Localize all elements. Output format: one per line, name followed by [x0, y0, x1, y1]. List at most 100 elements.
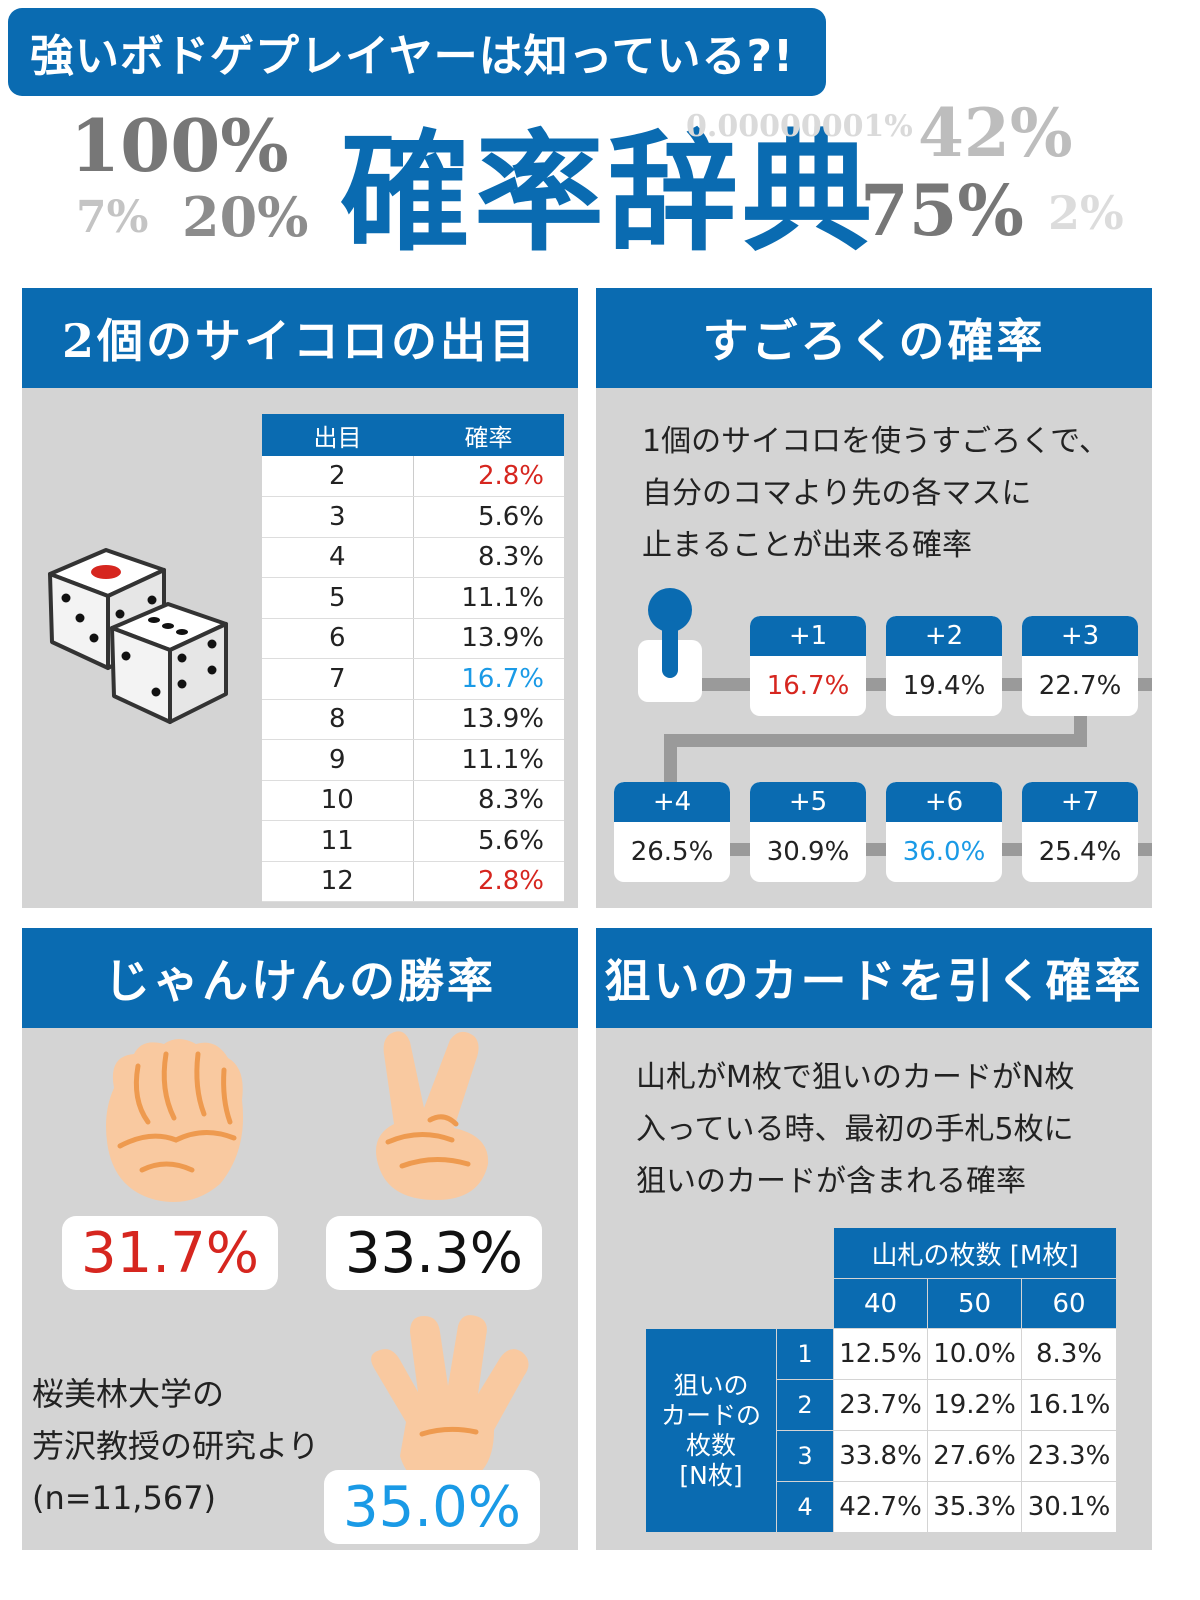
- cards-description: 山札がM枚で狙いのカードがN枚 入っている時、最初の手札5枚に 狙いのカードが含…: [636, 1052, 1074, 1208]
- credit-line: 桜美林大学の: [32, 1375, 225, 1413]
- table-row: 12 2.8%: [262, 861, 564, 902]
- col-header-deck-size: 山札の枚数 [M枚]: [834, 1228, 1116, 1278]
- square-plus-5: +5 30.9%: [750, 782, 866, 882]
- square-prob: 26.5%: [630, 837, 714, 867]
- table-row: 5 11.1%: [262, 577, 564, 619]
- desc-line: 止まることが出来る確率: [642, 528, 972, 563]
- paper-hand-icon: [371, 1315, 529, 1487]
- deco-number: 75%: [860, 169, 1024, 252]
- dice-panel-title: 2個のサイコロの出目: [22, 288, 578, 388]
- desc-line: 自分のコマより先の各マスに: [642, 476, 1032, 511]
- credit-line: 芳沢教授の研究より: [32, 1427, 320, 1465]
- value-cell: 10.0%: [928, 1329, 1021, 1379]
- card-probability-table: 山札の枚数 [M枚] 40 50 60 狙いの カードの 枚数 [N枚] 1 2…: [646, 1228, 1116, 1538]
- prob-cell: 16.7%: [413, 658, 564, 700]
- square-prob: 30.9%: [766, 837, 850, 867]
- prob-cell: 8.3%: [413, 537, 564, 578]
- value-cell: 35.3%: [928, 1482, 1021, 1532]
- value-cell: 12.5%: [834, 1329, 927, 1379]
- square-plus-7: +7 25.4%: [1022, 782, 1138, 882]
- cards-panel-title: 狙いのカードを引く確率: [596, 928, 1152, 1028]
- dice-panel: 2個のサイコロの出目: [22, 288, 578, 908]
- col-header-40: 40: [834, 1279, 927, 1328]
- value-cell: 16.1%: [1022, 1380, 1116, 1430]
- sugoroku-panel: すごろくの確率 1個のサイコロを使うすごろくで、 自分のコマより先の各マスに 止…: [596, 288, 1152, 908]
- square-plus-6: +6 36.0%: [886, 782, 1002, 882]
- path-connector: [664, 734, 1087, 747]
- deco-number: 0.00000001%: [686, 109, 913, 144]
- deco-number: 2%: [1048, 186, 1124, 240]
- table-row: 2 2.8%: [262, 456, 564, 497]
- cards-panel: 狙いのカードを引く確率 山札がM枚で狙いのカードがN枚 入っている時、最初の手札…: [596, 928, 1152, 1550]
- prob-cell: 11.1%: [413, 577, 564, 619]
- roll-cell: 11: [262, 820, 414, 862]
- desc-line: 狙いのカードが含まれる確率: [636, 1164, 1026, 1199]
- square-label: +6: [886, 782, 1002, 822]
- scissors-hand-icon: [376, 1031, 489, 1200]
- credit-line: (n=11,567): [32, 1479, 217, 1517]
- prob-cell: 13.9%: [413, 699, 564, 740]
- square-prob: 22.7%: [1038, 671, 1122, 701]
- page-title: 確率辞典: [340, 116, 877, 269]
- roll-cell: 3: [262, 496, 414, 538]
- row-header-target-count: 狙いの カードの 枚数 [N枚]: [646, 1329, 776, 1532]
- janken-panel-title: じゃんけんの勝率: [22, 928, 578, 1028]
- row-header-line: 狙いの: [673, 1370, 749, 1400]
- square-plus-3: +3 22.7%: [1022, 616, 1138, 716]
- prob-cell: 11.1%: [413, 739, 564, 781]
- square-plus-4: +4 26.5%: [614, 782, 730, 882]
- row-header-line: 枚数: [685, 1430, 736, 1460]
- paper-win-rate: 35.0%: [324, 1470, 540, 1544]
- col-header-prob: 確率: [413, 414, 564, 456]
- subtitle-banner: 強いボドゲプレイヤーは知っている?!: [8, 8, 826, 96]
- player-piece-icon: [648, 588, 692, 678]
- sugoroku-panel-title: すごろくの確率: [596, 288, 1152, 388]
- path-connector: [664, 734, 677, 784]
- table-row: 6 13.9%: [262, 618, 564, 659]
- roll-cell: 2: [262, 456, 414, 497]
- table-row: 8 13.9%: [262, 699, 564, 740]
- prob-cell: 5.6%: [413, 496, 564, 538]
- deco-number: 20%: [182, 185, 309, 249]
- roll-cell: 7: [262, 658, 414, 700]
- square-prob: 19.4%: [902, 671, 986, 701]
- deco-number: 100%: [70, 103, 289, 188]
- desc-line: 1個のサイコロを使うすごろくで、: [642, 424, 1109, 459]
- desc-line: 入っている時、最初の手札5枚に: [636, 1112, 1074, 1147]
- prob-cell: 8.3%: [413, 780, 564, 821]
- value-cell: 30.1%: [1022, 1482, 1116, 1532]
- square-prob: 16.7%: [766, 671, 850, 701]
- row-header-line: カードの: [660, 1400, 761, 1430]
- janken-panel: じゃんけんの勝率 31.7% 33.3% 35.0% 桜美林大学の 芳沢教授の研…: [22, 928, 578, 1550]
- roll-cell: 5: [262, 577, 414, 619]
- value-cell: 23.7%: [834, 1380, 927, 1430]
- col-header-roll: 出目: [262, 414, 413, 456]
- table-row: 7 16.7%: [262, 658, 564, 700]
- sugoroku-description: 1個のサイコロを使うすごろくで、 自分のコマより先の各マスに 止まることが出来る…: [642, 416, 1109, 572]
- table-row: 4 8.3%: [262, 537, 564, 578]
- roll-cell: 4: [262, 537, 414, 578]
- roll-cell: 6: [262, 618, 414, 659]
- prob-cell: 2.8%: [413, 456, 564, 497]
- table-row: 3 5.6%: [262, 496, 564, 538]
- roll-cell: 10: [262, 780, 414, 821]
- subtitle-text: 強いボドゲプレイヤーは知っている?!: [30, 31, 795, 82]
- value-cell: 8.3%: [1022, 1329, 1116, 1379]
- row-n-3: 3: [777, 1431, 833, 1481]
- col-header-50: 50: [928, 1279, 1021, 1328]
- row-n-1: 1: [777, 1329, 833, 1379]
- square-label: +2: [886, 616, 1002, 656]
- roll-cell: 12: [262, 861, 414, 902]
- square-prob: 25.4%: [1038, 837, 1122, 867]
- table-row: 10 8.3%: [262, 780, 564, 821]
- value-cell: 19.2%: [928, 1380, 1021, 1430]
- desc-line: 山札がM枚で狙いのカードがN枚: [636, 1060, 1075, 1095]
- row-n-2: 2: [777, 1380, 833, 1430]
- square-prob: 36.0%: [902, 837, 986, 867]
- square-plus-1: +1 16.7%: [750, 616, 866, 716]
- value-cell: 23.3%: [1022, 1431, 1116, 1481]
- value-cell: 42.7%: [834, 1482, 927, 1532]
- square-label: +4: [614, 782, 730, 822]
- prob-cell: 5.6%: [413, 820, 564, 862]
- scissors-win-rate: 33.3%: [326, 1216, 542, 1290]
